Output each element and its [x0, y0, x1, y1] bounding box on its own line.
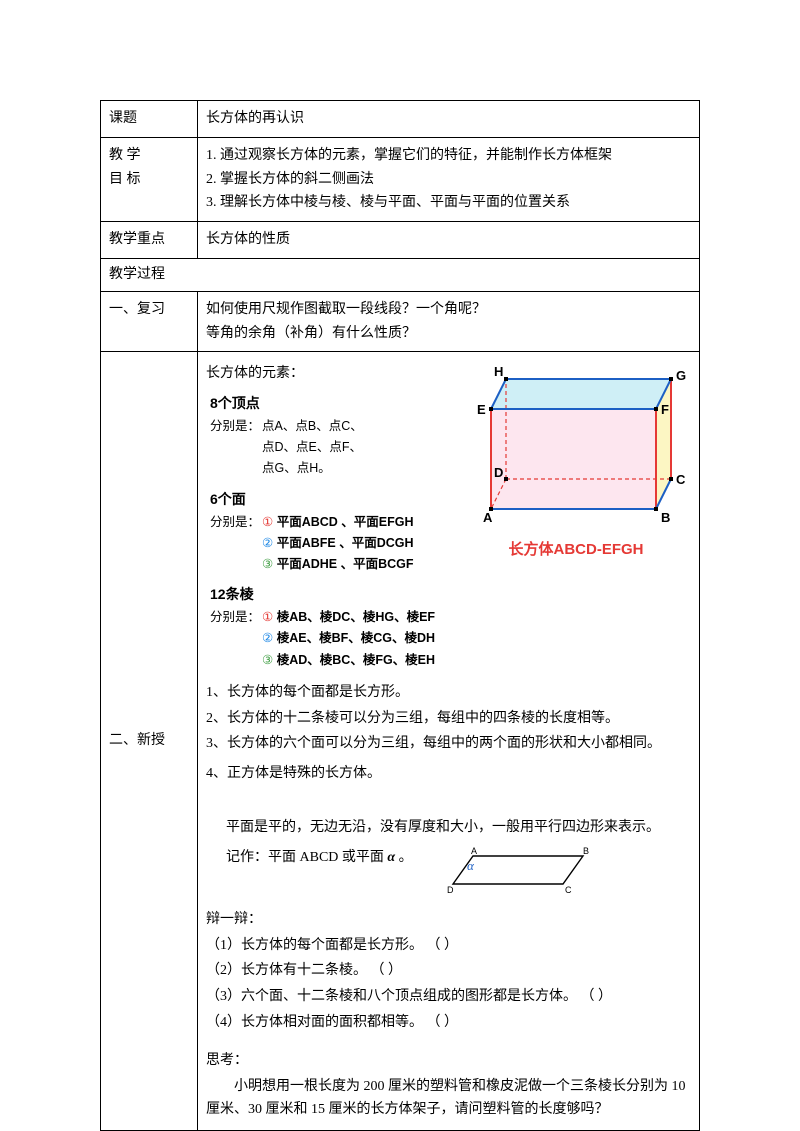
- prop-2: 2、长方体的十二条棱可以分为三组，每组中的四条棱的长度相等。: [206, 707, 691, 731]
- edges-intro: 分别是：: [210, 607, 260, 671]
- svg-text:B: B: [583, 846, 589, 856]
- plane-note2b: 。: [395, 850, 413, 865]
- quiz-title: 辩一辩：: [206, 908, 691, 932]
- elements-title: 长方体的元素：: [206, 362, 451, 386]
- e-txt-2: 棱AE、棱BF、棱CG、棱DH: [277, 631, 435, 645]
- plane-note2-row: 记作：平面 ABCD 或平面 α 。 A B C D α: [206, 846, 691, 894]
- quiz-block: 辩一辩： （1）长方体的每个面都是长方形。 （ ） （2）长方体有十二条棱。 （…: [206, 908, 691, 1035]
- review-line2: 等角的余角（补角）有什么性质？: [206, 322, 691, 346]
- prop-3: 3、长方体的六个面可以分为三组，每组中的两个面的形状和大小都相同。: [206, 732, 691, 756]
- cuboid-figure: A B C D E F G H: [461, 364, 691, 524]
- f-txt-3: 平面ADHE 、平面BCGF: [277, 557, 414, 571]
- prop-4: 4、正方体是特殊的长方体。: [206, 762, 691, 786]
- focus-value: 长方体的性质: [198, 222, 700, 259]
- page: 课题 长方体的再认识 教 学 目 标 1. 通过观察长方体的元素，掌握它们的特征…: [0, 0, 800, 1131]
- svg-text:H: H: [494, 364, 503, 379]
- f-num-2: ②: [262, 536, 273, 550]
- e-num-3: ③: [262, 653, 273, 667]
- goals-label: 教 学 目 标: [101, 137, 198, 221]
- vertices-l3: 点G、点H。: [262, 458, 363, 479]
- elements-and-figure: 长方体的元素： 8个顶点 分别是： 点A、点B、点C、 点D、点E、点F、 点G…: [206, 358, 691, 670]
- title-value: 长方体的再认识: [198, 101, 700, 138]
- goals-cell: 1. 通过观察长方体的元素，掌握它们的特征，并能制作长方体框架 2. 掌握长方体…: [198, 137, 700, 221]
- plane-note2a: 记作：平面 ABCD 或平面: [226, 850, 387, 865]
- cuboid-caption: 长方体ABCD-EFGH: [461, 537, 691, 563]
- f-txt-2: 平面ABFE 、平面DCGH: [277, 536, 414, 550]
- edges-title: 12条棱: [206, 583, 451, 607]
- svg-text:A: A: [483, 510, 493, 524]
- f-num-1: ①: [262, 515, 273, 529]
- svg-text:B: B: [661, 510, 670, 524]
- properties-list: 1、长方体的每个面都是长方形。 2、长方体的十二条棱可以分为三组，每组中的四条棱…: [206, 681, 691, 786]
- vertices-l2: 点D、点E、点F、: [262, 437, 363, 458]
- svg-text:E: E: [477, 402, 486, 417]
- svg-text:F: F: [661, 402, 669, 417]
- teach-cell: 长方体的元素： 8个顶点 分别是： 点A、点B、点C、 点D、点E、点F、 点G…: [198, 352, 700, 1131]
- process-label: 教学过程: [101, 258, 700, 291]
- think-body: 小明想用一根长度为 200 厘米的塑料管和橡皮泥做一个三条棱长分别为 10 厘米…: [206, 1075, 691, 1123]
- cuboid-figure-col: A B C D E F G H 长方体ABCD-EFGH: [461, 358, 691, 670]
- lesson-table: 课题 长方体的再认识 教 学 目 标 1. 通过观察长方体的元素，掌握它们的特征…: [100, 100, 700, 1131]
- think-block: 思考： 小明想用一根长度为 200 厘米的塑料管和橡皮泥做一个三条棱长分别为 1…: [206, 1049, 691, 1122]
- svg-text:D: D: [447, 885, 454, 894]
- review-line1: 如何使用尺规作图截取一段线段？一个角呢？: [206, 298, 691, 322]
- faces-intro: 分别是：: [210, 512, 260, 576]
- quiz-1: （1）长方体的每个面都是长方形。 （ ）: [206, 934, 691, 958]
- think-title: 思考：: [206, 1049, 691, 1073]
- goal-2: 2. 掌握长方体的斜二侧画法: [206, 168, 691, 192]
- f-txt-1: 平面ABCD 、平面EFGH: [277, 515, 414, 529]
- svg-text:D: D: [494, 465, 503, 480]
- quiz-4: （4）长方体相对面的面积都相等。 （ ）: [206, 1011, 691, 1035]
- alpha-symbol: α: [387, 850, 395, 865]
- f-num-3: ③: [262, 557, 273, 571]
- faces-title: 6个面: [206, 488, 451, 512]
- parallelogram-figure: A B C D α: [423, 846, 603, 894]
- goal-1: 1. 通过观察长方体的元素，掌握它们的特征，并能制作长方体框架: [206, 144, 691, 168]
- svg-text:C: C: [565, 885, 572, 894]
- vertices-l1: 点A、点B、点C、: [262, 416, 363, 437]
- svg-text:G: G: [676, 368, 686, 383]
- e-num-1: ①: [262, 610, 273, 624]
- title-label: 课题: [101, 101, 198, 138]
- vertices-title: 8个顶点: [206, 392, 451, 416]
- vertices-intro: 分别是：: [210, 416, 260, 480]
- review-label: 一、复习: [101, 291, 198, 352]
- quiz-3: （3）六个面、十二条棱和八个顶点组成的图形都是长方体。 （ ）: [206, 985, 691, 1009]
- svg-text:A: A: [471, 846, 477, 856]
- e-txt-3: 棱AD、棱BC、棱FG、棱EH: [277, 653, 435, 667]
- goal-3: 3. 理解长方体中棱与棱、棱与平面、平面与平面的位置关系: [206, 191, 691, 215]
- e-num-2: ②: [262, 631, 273, 645]
- plane-note: 平面是平的，无边无沿，没有厚度和大小，一般用平行四边形来表示。: [206, 816, 691, 840]
- quiz-2: （2）长方体有十二条棱。 （ ）: [206, 959, 691, 983]
- svg-text:C: C: [676, 472, 686, 487]
- e-txt-1: 棱AB、棱DC、棱HG、棱EF: [277, 610, 435, 624]
- elements-column: 长方体的元素： 8个顶点 分别是： 点A、点B、点C、 点D、点E、点F、 点G…: [206, 358, 451, 670]
- svg-text:α: α: [467, 858, 475, 873]
- review-cell: 如何使用尺规作图截取一段线段？一个角呢？ 等角的余角（补角）有什么性质？: [198, 291, 700, 352]
- teach-label: 二、新授: [101, 352, 198, 1131]
- prop-1: 1、长方体的每个面都是长方形。: [206, 681, 691, 705]
- focus-label: 教学重点: [101, 222, 198, 259]
